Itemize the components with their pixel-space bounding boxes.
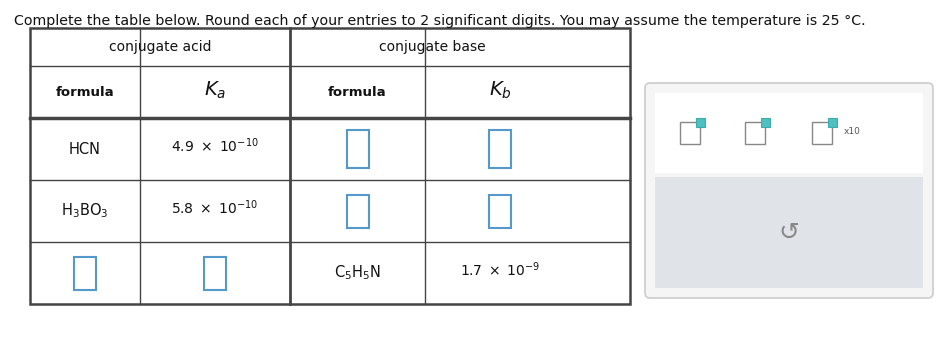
Text: conjugate base: conjugate base <box>380 40 486 54</box>
Bar <box>347 130 368 168</box>
Bar <box>347 194 368 227</box>
Bar <box>760 117 770 126</box>
Text: formula: formula <box>328 85 387 99</box>
Bar <box>680 122 700 144</box>
Text: $\mathrm{H_3BO_3}$: $\mathrm{H_3BO_3}$ <box>61 201 108 220</box>
Text: Complete the table below. Round each of your entries to 2 significant digits. Yo: Complete the table below. Round each of … <box>14 14 866 28</box>
Text: x10: x10 <box>844 126 861 136</box>
FancyBboxPatch shape <box>645 83 933 298</box>
Bar <box>655 177 923 288</box>
Bar <box>695 117 705 126</box>
Text: ↺: ↺ <box>778 220 800 245</box>
Bar <box>745 122 765 144</box>
Text: $5.8\ \times\ 10^{-10}$: $5.8\ \times\ 10^{-10}$ <box>171 199 259 217</box>
Bar <box>655 93 923 173</box>
Bar <box>812 122 832 144</box>
Bar <box>30 28 630 304</box>
Bar <box>204 257 226 289</box>
Text: $4.9\ \times\ 10^{-10}$: $4.9\ \times\ 10^{-10}$ <box>171 137 259 155</box>
Text: HCN: HCN <box>69 141 101 157</box>
Bar <box>74 257 96 289</box>
Text: $1.7\ \times\ 10^{-9}$: $1.7\ \times\ 10^{-9}$ <box>460 261 540 279</box>
Text: conjugate acid: conjugate acid <box>108 40 211 54</box>
Text: formula: formula <box>56 85 114 99</box>
Bar <box>489 194 511 227</box>
Bar <box>827 117 836 126</box>
Text: $K_a$: $K_a$ <box>203 79 226 101</box>
Text: $\mathrm{C_5H_5N}$: $\mathrm{C_5H_5N}$ <box>334 264 381 282</box>
Bar <box>489 130 511 168</box>
Text: $K_b$: $K_b$ <box>489 79 512 101</box>
